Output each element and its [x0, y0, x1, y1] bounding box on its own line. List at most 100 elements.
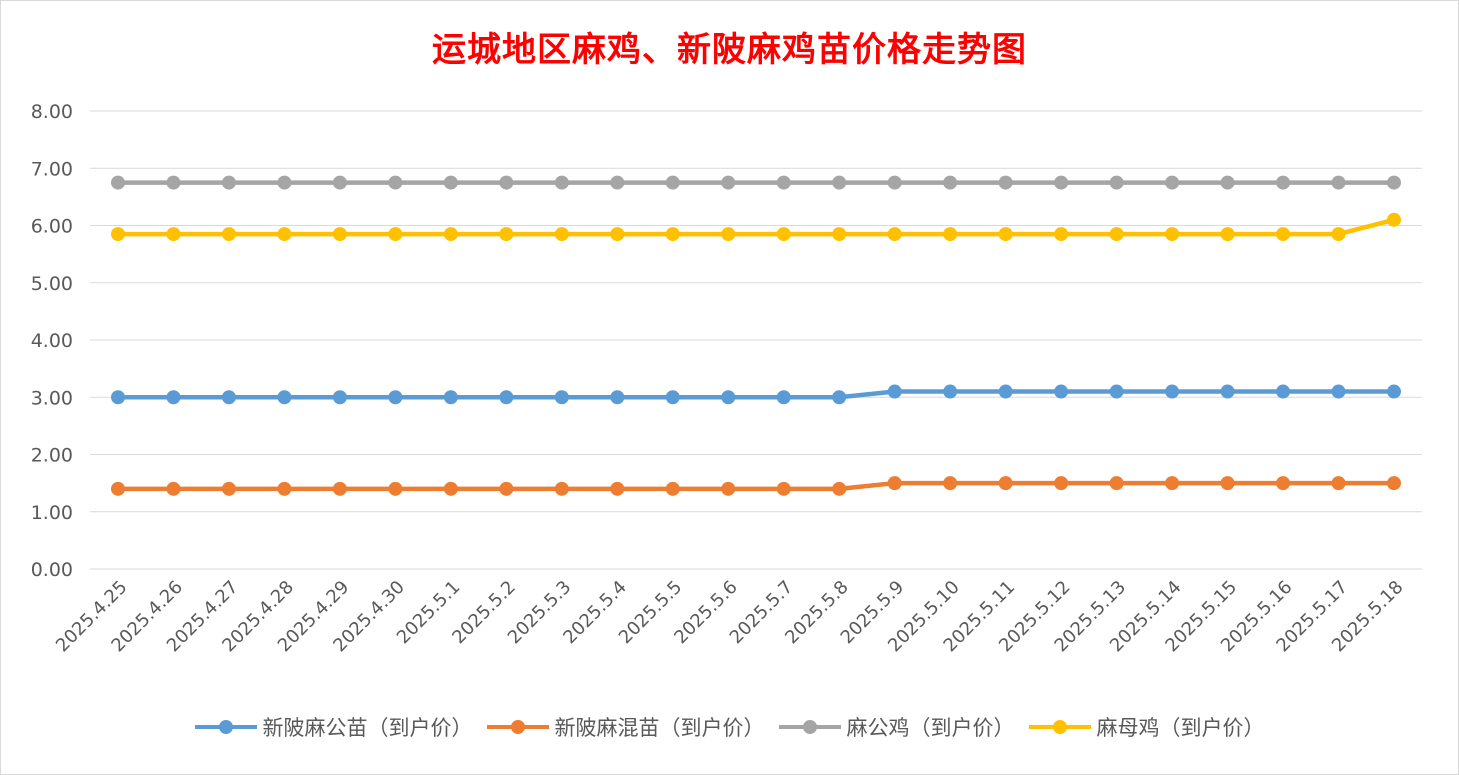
- data-point: [832, 390, 847, 405]
- data-point: [721, 175, 736, 190]
- legend-item: 麻公鸡（到户价）: [778, 712, 1015, 742]
- data-point: [1109, 227, 1124, 242]
- data-point: [443, 227, 458, 242]
- data-point: [1220, 476, 1235, 491]
- data-point: [1054, 476, 1069, 491]
- data-point: [832, 227, 847, 242]
- data-point: [998, 476, 1013, 491]
- data-point: [721, 390, 736, 405]
- series-line: [118, 389, 1394, 400]
- data-point: [943, 175, 958, 190]
- y-tick-label: 7.00: [31, 158, 73, 180]
- data-point: [1165, 227, 1180, 242]
- data-point: [1109, 384, 1124, 399]
- data-point: [1054, 384, 1069, 399]
- data-point: [221, 390, 236, 405]
- data-point: [610, 227, 625, 242]
- data-point: [1276, 384, 1291, 399]
- data-point: [943, 384, 958, 399]
- data-point: [998, 384, 1013, 399]
- data-point: [1387, 212, 1401, 227]
- data-point: [443, 481, 458, 496]
- data-point: [665, 481, 680, 496]
- data-point: [1109, 175, 1124, 190]
- data-point: [832, 175, 847, 190]
- data-point: [721, 481, 736, 496]
- data-point: [277, 390, 292, 405]
- data-point: [1054, 227, 1069, 242]
- data-point: [111, 175, 125, 190]
- legend-swatch: [486, 717, 549, 737]
- data-point: [1220, 227, 1235, 242]
- legend-swatch: [778, 717, 841, 737]
- data-point: [332, 227, 347, 242]
- y-tick-label: 6.00: [31, 216, 73, 238]
- series-2: [111, 175, 1401, 190]
- legend-label: 麻公鸡（到户价）: [846, 716, 1015, 740]
- data-point: [1165, 476, 1180, 491]
- data-point: [499, 390, 514, 405]
- data-point: [1276, 175, 1291, 190]
- data-point: [166, 390, 181, 405]
- data-point: [610, 390, 625, 405]
- data-point: [887, 227, 902, 242]
- data-point: [943, 476, 958, 491]
- data-point: [443, 390, 458, 405]
- data-point: [443, 175, 458, 190]
- data-point: [1276, 227, 1291, 242]
- y-tick-label: 4.00: [31, 330, 73, 352]
- data-point: [1387, 384, 1401, 399]
- legend-item: 新陂麻混苗（到户价）: [486, 712, 765, 742]
- data-point: [332, 390, 347, 405]
- data-point: [554, 481, 569, 496]
- data-point: [166, 481, 181, 496]
- y-tick-label: 0.00: [31, 559, 73, 581]
- data-point: [665, 175, 680, 190]
- data-point: [776, 175, 791, 190]
- series-line: [118, 217, 1395, 237]
- data-point: [665, 390, 680, 405]
- data-point: [554, 227, 569, 242]
- y-tick-label: 5.00: [31, 273, 73, 295]
- data-point: [943, 227, 958, 242]
- data-point: [1220, 384, 1235, 399]
- data-point: [277, 175, 292, 190]
- data-point: [221, 481, 236, 496]
- data-point: [221, 227, 236, 242]
- y-tick-label: 2.00: [31, 445, 73, 467]
- data-point: [1220, 175, 1235, 190]
- data-point: [499, 227, 514, 242]
- data-point: [388, 175, 403, 190]
- data-point: [721, 227, 736, 242]
- series-0: [111, 384, 1401, 405]
- series-3: [111, 212, 1401, 242]
- legend-swatch: [194, 717, 257, 737]
- data-point: [610, 481, 625, 496]
- data-point: [776, 390, 791, 405]
- data-point: [1276, 476, 1291, 491]
- data-point: [554, 390, 569, 405]
- data-point: [1331, 175, 1346, 190]
- data-point: [277, 481, 292, 496]
- chart-title: 运城地区麻鸡、新陂麻鸡苗价格走势图: [432, 30, 1027, 70]
- data-point: [887, 175, 902, 190]
- data-point: [1387, 175, 1401, 190]
- data-point: [1165, 175, 1180, 190]
- chart-legend: 新陂麻公苗（到户价） 新陂麻混苗（到户价） 麻公鸡（到户价） 麻母鸡（到户价）: [0, 712, 1459, 742]
- data-point: [332, 175, 347, 190]
- data-point: [998, 175, 1013, 190]
- data-point: [1109, 476, 1124, 491]
- data-point: [499, 481, 514, 496]
- data-point: [1387, 476, 1401, 491]
- data-point: [998, 227, 1013, 242]
- legend-label: 新陂麻公苗（到户价）: [262, 716, 473, 740]
- data-point: [111, 227, 125, 242]
- y-tick-label: 3.00: [31, 387, 73, 409]
- data-point: [887, 384, 902, 399]
- data-point: [665, 227, 680, 242]
- y-tick-label: 8.00: [31, 101, 73, 123]
- data-point: [166, 227, 181, 242]
- legend-item: 麻母鸡（到户价）: [1028, 712, 1265, 742]
